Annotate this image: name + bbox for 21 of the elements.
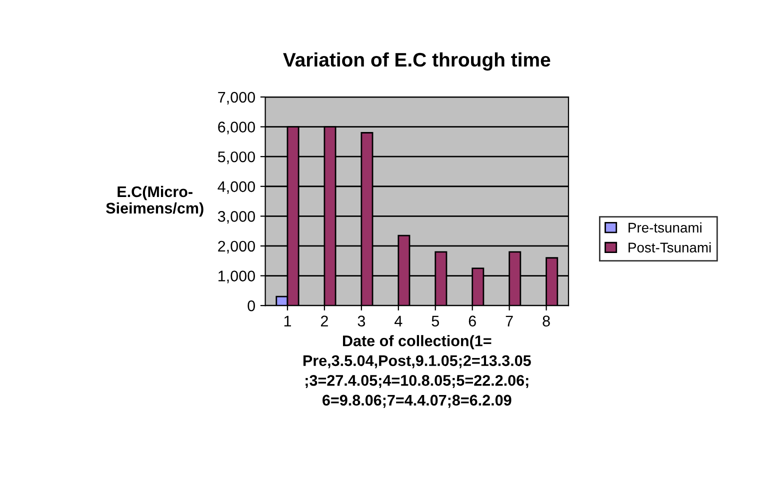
y-axis-title: E.C(Micro- Sieimens/cm) [106,186,204,217]
y-tick-label: 1,000 [218,270,255,284]
legend-label: Post-Tsunami [628,242,711,252]
chart-title: Variation of E.C through time [283,52,550,71]
x-axis-title: Date of collection(1= Pre,3.5.04,Post,9.1.05;2=13.3.05 ;3=27.4.05;4=10.8.05;5=22.2.06; 6=9.8.06;7=4.4.07;8=6.2.09 [303,335,531,408]
x-tick-label: 1 [284,316,291,326]
x-tick-label: 6 [468,316,476,326]
y-tick-label: 6,000 [218,122,255,134]
x-tick-label: 2 [320,316,328,326]
x-tick-label: 4 [394,316,402,326]
x-tick-label: 5 [432,316,439,326]
y-tick-label: 2,000 [218,240,255,254]
x-tick-label: 7 [506,316,513,326]
y-tick-label: 4,000 [218,181,255,194]
y-tick-label: 0 [248,300,255,312]
y-tick-label: 3,000 [218,211,255,224]
x-tick-label: 3 [358,316,366,326]
y-tick-label: 7,000 [218,92,255,104]
legend-label: Pre-tsunami [628,222,702,233]
y-tick-label: 5,000 [218,151,255,164]
x-tick-label: 8 [542,316,550,326]
